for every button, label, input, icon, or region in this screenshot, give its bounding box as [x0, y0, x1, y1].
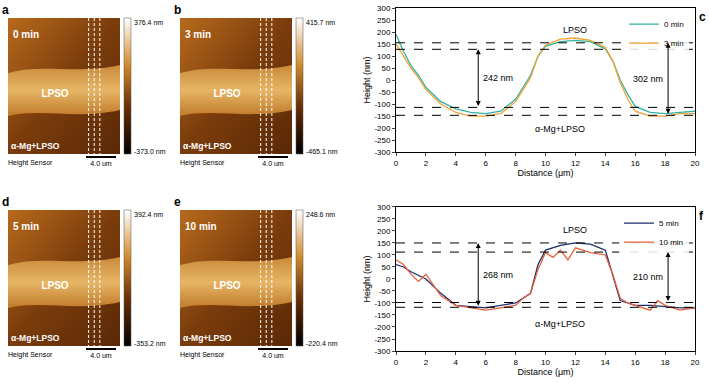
- svg-text:3 min: 3 min: [185, 29, 211, 40]
- svg-text:0 min: 0 min: [664, 20, 684, 29]
- svg-text:150: 150: [377, 40, 391, 49]
- svg-text:Height (nm): Height (nm): [362, 255, 372, 302]
- svg-text:20: 20: [691, 358, 700, 367]
- svg-text:248.6 nm: 248.6 nm: [306, 211, 335, 218]
- svg-text:12: 12: [571, 358, 580, 367]
- svg-text:8: 8: [513, 358, 518, 367]
- svg-text:Height Sensor: Height Sensor: [8, 159, 53, 167]
- svg-text:-300: -300: [374, 148, 391, 157]
- svg-text:Distance (μm): Distance (μm): [517, 367, 573, 377]
- svg-text:6: 6: [483, 358, 488, 367]
- svg-text:2: 2: [424, 358, 429, 367]
- svg-text:4.0 um: 4.0 um: [90, 352, 112, 359]
- svg-text:376.4 nm: 376.4 nm: [134, 19, 163, 26]
- svg-text:6: 6: [483, 159, 488, 168]
- svg-text:-250: -250: [374, 335, 391, 344]
- svg-text:-373.0 nm: -373.0 nm: [134, 148, 166, 155]
- svg-text:16: 16: [631, 358, 640, 367]
- svg-text:300: 300: [377, 203, 391, 212]
- svg-text:-150: -150: [374, 112, 391, 121]
- svg-text:100: 100: [377, 251, 391, 260]
- svg-text:LPSO: LPSO: [563, 225, 587, 235]
- svg-text:LPSO: LPSO: [213, 88, 240, 99]
- svg-text:d: d: [2, 196, 9, 209]
- svg-text:20: 20: [691, 159, 700, 168]
- svg-text:14: 14: [601, 159, 610, 168]
- svg-text:150: 150: [377, 239, 391, 248]
- svg-text:-353.2 nm: -353.2 nm: [134, 340, 166, 347]
- svg-text:LPSO: LPSO: [41, 280, 68, 291]
- svg-text:0: 0: [394, 358, 399, 367]
- svg-text:b: b: [174, 4, 181, 17]
- svg-text:Height Sensor: Height Sensor: [180, 159, 225, 167]
- svg-text:100: 100: [377, 52, 391, 61]
- svg-text:f: f: [699, 209, 704, 223]
- svg-text:-150: -150: [374, 311, 391, 320]
- svg-text:-220.4 nm: -220.4 nm: [306, 340, 338, 347]
- svg-text:3 min: 3 min: [664, 39, 684, 48]
- svg-text:415.7 nm: 415.7 nm: [306, 19, 335, 26]
- svg-text:α-Mg+LPSO: α-Mg+LPSO: [535, 124, 585, 134]
- svg-text:5 min: 5 min: [13, 221, 39, 232]
- svg-text:2: 2: [424, 159, 429, 168]
- svg-text:LPSO: LPSO: [563, 25, 587, 35]
- svg-text:e: e: [174, 196, 181, 209]
- svg-text:0: 0: [386, 275, 391, 284]
- svg-text:4.0 um: 4.0 um: [262, 160, 284, 167]
- svg-text:4.0 um: 4.0 um: [262, 352, 284, 359]
- svg-text:Height (nm): Height (nm): [362, 57, 372, 104]
- svg-text:18: 18: [661, 159, 670, 168]
- svg-text:250: 250: [377, 215, 391, 224]
- svg-text:Distance (μm): Distance (μm): [517, 168, 573, 178]
- svg-text:4: 4: [454, 159, 459, 168]
- svg-text:0: 0: [394, 159, 399, 168]
- svg-text:a: a: [2, 4, 9, 17]
- svg-text:-100: -100: [374, 100, 391, 109]
- svg-text:4.0 um: 4.0 um: [90, 160, 112, 167]
- svg-text:12: 12: [571, 159, 580, 168]
- svg-text:-200: -200: [374, 323, 391, 332]
- svg-text:200: 200: [377, 28, 391, 37]
- svg-text:-50: -50: [379, 88, 391, 97]
- svg-text:-50: -50: [379, 287, 391, 296]
- svg-text:10 min: 10 min: [659, 238, 683, 247]
- svg-text:5 min: 5 min: [659, 219, 679, 228]
- svg-text:302 nm: 302 nm: [633, 74, 663, 84]
- svg-text:-200: -200: [374, 124, 391, 133]
- svg-text:10: 10: [541, 159, 550, 168]
- svg-text:LPSO: LPSO: [41, 88, 68, 99]
- svg-text:0 min: 0 min: [13, 29, 39, 40]
- svg-text:242 nm: 242 nm: [483, 73, 513, 83]
- svg-text:α-Mg+LPSO: α-Mg+LPSO: [183, 141, 232, 151]
- svg-text:16: 16: [631, 159, 640, 168]
- svg-text:0: 0: [386, 76, 391, 85]
- svg-text:Height Sensor: Height Sensor: [180, 351, 225, 359]
- svg-text:18: 18: [661, 358, 670, 367]
- svg-text:α-Mg+LPSO: α-Mg+LPSO: [11, 333, 60, 343]
- svg-text:10: 10: [541, 358, 550, 367]
- svg-text:10 min: 10 min: [185, 221, 217, 232]
- svg-text:c: c: [699, 10, 706, 24]
- svg-text:α-Mg+LPSO: α-Mg+LPSO: [11, 141, 60, 151]
- svg-text:LPSO: LPSO: [213, 280, 240, 291]
- svg-text:8: 8: [513, 159, 518, 168]
- svg-text:-100: -100: [374, 299, 391, 308]
- svg-text:50: 50: [381, 263, 390, 272]
- svg-text:4: 4: [454, 358, 459, 367]
- svg-text:α-Mg+LPSO: α-Mg+LPSO: [535, 319, 585, 329]
- svg-text:300: 300: [377, 4, 391, 13]
- svg-text:Height Sensor: Height Sensor: [8, 351, 53, 359]
- svg-text:50: 50: [381, 64, 390, 73]
- svg-text:210 nm: 210 nm: [633, 272, 663, 282]
- svg-text:268 nm: 268 nm: [483, 270, 513, 280]
- svg-text:250: 250: [377, 16, 391, 25]
- svg-text:α-Mg+LPSO: α-Mg+LPSO: [183, 333, 232, 343]
- svg-text:392.4 nm: 392.4 nm: [134, 211, 163, 218]
- svg-text:200: 200: [377, 227, 391, 236]
- svg-text:14: 14: [601, 358, 610, 367]
- svg-text:-300: -300: [374, 347, 391, 356]
- svg-text:-465.1 nm: -465.1 nm: [306, 148, 338, 155]
- svg-text:-250: -250: [374, 136, 391, 145]
